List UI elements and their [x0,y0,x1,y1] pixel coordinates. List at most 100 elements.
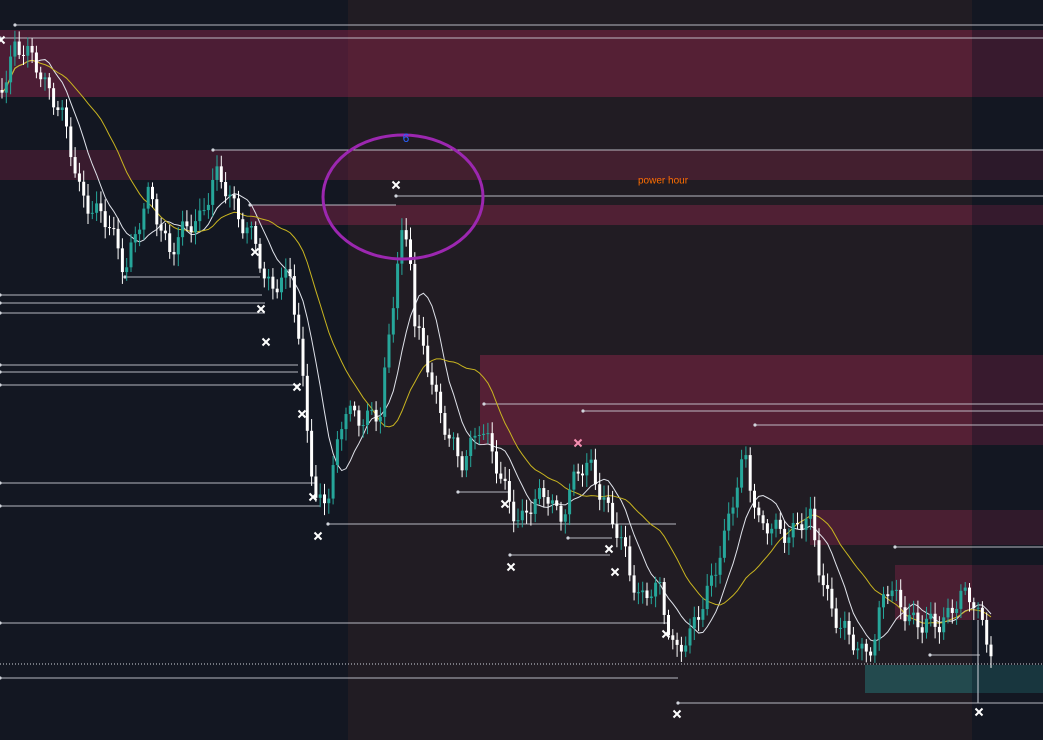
candle-body [770,528,774,534]
candle-body [413,263,417,327]
candle-body [778,519,782,529]
candle-body [804,518,808,530]
candle-body [705,585,709,610]
candle-body [894,589,898,591]
candle-body [17,41,21,55]
candle-body [292,276,296,315]
candle-body [331,465,335,499]
candle-body [129,242,133,268]
candle-body [155,199,159,225]
x-marker [573,438,583,448]
candle-body [301,338,305,376]
candle-body [800,524,804,530]
candle-body [460,456,464,471]
candle-body [146,186,150,209]
x-marker [610,567,620,577]
candle-body [340,429,344,440]
candle-body [409,239,412,264]
candle-body [318,494,322,498]
candle-body [839,627,842,629]
candle-body [383,367,387,417]
candle-body [284,269,288,278]
candle-body [181,221,185,238]
candle-body [262,268,266,279]
candle-body [576,471,580,474]
level-dot [581,409,585,413]
candle-body [482,433,486,435]
session-shade [348,0,972,740]
candle-body [658,582,662,584]
candle-body [421,327,425,346]
candle-body [985,619,989,645]
candle-body [525,510,529,513]
candle-body [568,489,572,515]
candle-body [753,490,756,508]
candle-body [77,173,81,182]
candle-body [796,522,799,525]
level-dot [456,490,460,494]
candle-body [843,620,847,628]
candle-body [628,546,632,576]
candle-body [477,434,481,436]
candle-body [602,497,606,500]
candle-body [47,77,51,89]
candle-body [219,166,223,183]
candle-body [886,594,890,597]
candle-body [834,608,838,628]
candle-body [215,166,219,180]
candle-body [267,276,271,279]
candle-body [344,414,348,430]
candle-body [830,588,834,609]
drawn-circle [321,133,485,261]
candle-body [112,228,116,230]
candle-body [731,507,735,514]
candle-body [228,194,232,197]
session-label: power hour [638,176,689,187]
level-dot [394,194,398,198]
level-dot [0,504,2,508]
candle-body [890,590,894,597]
candle-body [740,459,744,488]
candle-body [163,230,167,234]
candle-body [572,471,576,490]
candle-body [65,107,68,127]
candle-body [211,179,215,205]
candle-body [202,210,206,212]
candle-body [937,626,941,633]
candle-body [950,607,954,613]
candle-body [417,326,421,328]
candle-body [52,88,56,108]
candle-body [546,497,550,504]
candle-body [606,497,610,503]
candle-body [366,410,369,426]
x-marker [672,709,682,719]
level-dot [326,522,330,526]
candle-body [95,203,99,213]
candle-body [378,416,382,422]
candle-body [512,501,516,522]
level-dot [0,363,2,367]
zone [480,355,1043,445]
candle-body [288,269,292,277]
x-marker [506,562,516,572]
candle-body [636,592,640,594]
level-dot [508,553,512,557]
candle-body [684,645,688,652]
candle-body [206,204,210,211]
candle-body [675,639,679,645]
candle-body [13,41,17,57]
candle-body [701,609,705,620]
candle-body [486,433,490,435]
candle-body [232,194,236,199]
candle-body [710,575,713,586]
candle-body [615,524,619,538]
zone [972,0,1043,740]
candle-body [237,198,240,220]
zone [250,205,1043,225]
candle-body [722,530,726,558]
level-dot [123,275,127,279]
candle-body [688,628,692,646]
candle-body [185,221,189,227]
